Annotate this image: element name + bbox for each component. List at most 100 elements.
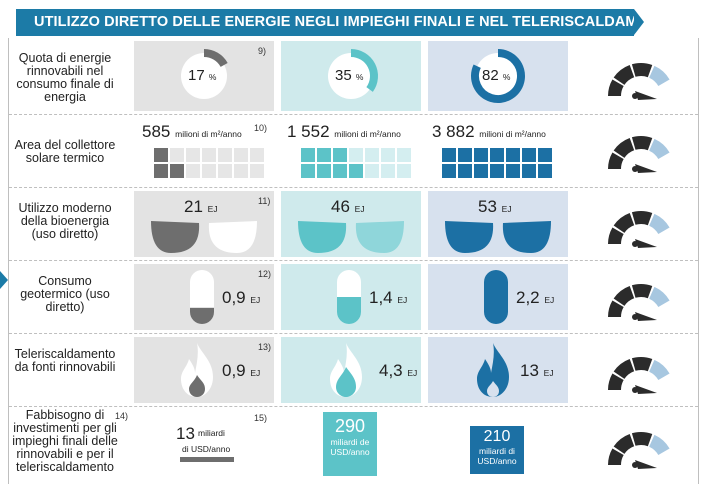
row-divider bbox=[9, 406, 698, 407]
grid-square bbox=[186, 164, 200, 178]
section-title: UTILIZZO DIRETTO DELLE ENERGIE NEGLI IMP… bbox=[34, 14, 679, 30]
cell-planned: 1 552 milioni di m²/anno bbox=[281, 118, 421, 184]
cell-remap: 2,2 EJ bbox=[428, 264, 568, 330]
grid-square bbox=[250, 164, 264, 178]
row-label: Consumo geotermico (uso diretto) bbox=[20, 274, 110, 314]
value-text: 3 882 milioni di m²/anno bbox=[432, 122, 546, 141]
grid-square bbox=[458, 164, 472, 178]
value-text: 585 milioni di m²/anno bbox=[142, 122, 242, 141]
cell-remap: 53 EJ bbox=[428, 191, 568, 257]
grid-square bbox=[365, 164, 379, 178]
grid-square bbox=[154, 164, 168, 178]
leaf-icon bbox=[445, 221, 551, 253]
grid-square bbox=[317, 148, 331, 162]
speedometer-icon bbox=[608, 211, 670, 248]
leaf-icon bbox=[298, 221, 404, 253]
row-label: Fabbisogno di investimenti per gli impie… bbox=[12, 408, 118, 474]
grid-square bbox=[506, 148, 520, 162]
section-banner: UTILIZZO DIRETTO DELLE ENERGIE NEGLI IMP… bbox=[16, 9, 678, 36]
grid-square bbox=[234, 164, 248, 178]
grid-square bbox=[522, 164, 536, 178]
grid-square bbox=[365, 148, 379, 162]
flame-icon bbox=[330, 343, 362, 397]
banner-arrow-icon bbox=[634, 9, 644, 35]
row-label: Quota di energie rinnovabili nel consumo… bbox=[16, 51, 114, 104]
row-divider bbox=[9, 114, 698, 115]
footnote-ref: 11) bbox=[258, 196, 271, 206]
grid-square bbox=[234, 148, 248, 162]
infographic-table: Quota di energie rinnovabili nel consumo… bbox=[8, 38, 699, 484]
row-label: Teleriscaldamento da fonti rinnovabili bbox=[14, 347, 116, 374]
row-divider bbox=[9, 187, 698, 188]
cell-planned: 290 miliardi de USD/anno bbox=[281, 410, 421, 480]
speedometer-icon bbox=[608, 357, 670, 394]
row-geothermal: Consumo geotermico (uso diretto) 12) 0,9… bbox=[9, 261, 698, 333]
cell-planned: 4,3 EJ bbox=[281, 337, 421, 403]
row-renewable-share: Quota di energie rinnovabili nel consumo… bbox=[9, 38, 698, 114]
grid-square bbox=[349, 164, 363, 178]
flame-icon bbox=[181, 343, 213, 397]
donut-segment bbox=[350, 49, 378, 92]
value-text: 1,4 EJ bbox=[369, 288, 408, 307]
grid-square bbox=[506, 164, 520, 178]
grid-square bbox=[490, 164, 504, 178]
value-text: 0,9 EJ bbox=[222, 288, 261, 307]
grid-square bbox=[474, 164, 488, 178]
grid-square bbox=[381, 148, 395, 162]
footnote-ref: 13) bbox=[258, 342, 272, 352]
grid-square bbox=[333, 148, 347, 162]
side-pointer-icon bbox=[0, 271, 8, 289]
footnote-ref: 10) bbox=[254, 123, 268, 133]
grid-square bbox=[250, 148, 264, 162]
grid-square bbox=[381, 164, 395, 178]
cell-remap: 210 miliardi di USD/anno bbox=[428, 410, 568, 480]
flame-icon bbox=[477, 343, 509, 397]
footnote-ref: 14) bbox=[115, 411, 129, 421]
speedometer-icon bbox=[608, 136, 670, 173]
value-text: 13 EJ bbox=[520, 361, 554, 380]
cell-planned: 35 % bbox=[281, 41, 421, 111]
row-label: Utilizzo moderno della bioenergia (uso d… bbox=[18, 201, 112, 241]
value-text: 17 % bbox=[188, 67, 217, 84]
grid-square bbox=[154, 148, 168, 162]
grid-square bbox=[349, 148, 363, 162]
grid-square bbox=[202, 148, 216, 162]
grid-square bbox=[202, 164, 216, 178]
cell-current: 12) 0,9 EJ bbox=[134, 264, 274, 330]
grid-square bbox=[522, 148, 536, 162]
grid-square bbox=[397, 148, 411, 162]
cell-current: 13) 0,9 EJ bbox=[134, 337, 274, 403]
cell-remap: 3 882 milioni di m²/anno bbox=[428, 118, 568, 184]
grid-square bbox=[442, 148, 456, 162]
capsule-gauge bbox=[190, 270, 214, 324]
grid-square bbox=[538, 164, 552, 178]
grid-square bbox=[301, 148, 315, 162]
cell-remap: 13 EJ bbox=[428, 337, 568, 403]
row-label: Area del collettore solare termico bbox=[14, 138, 116, 165]
row-divider bbox=[9, 333, 698, 334]
value-text: 0,9 EJ bbox=[222, 361, 261, 380]
investment-bar bbox=[180, 457, 234, 462]
grid-square bbox=[397, 164, 411, 178]
value-text: 82 % bbox=[482, 67, 511, 84]
value-text: 2,2 EJ bbox=[516, 288, 555, 307]
capsule-fill bbox=[190, 307, 214, 324]
capsule-gauge bbox=[337, 270, 361, 324]
row-investment: Fabbisogno di investimenti per gli impie… bbox=[9, 407, 698, 484]
row-district-heating: Teleriscaldamento da fonti rinnovabili 1… bbox=[9, 334, 698, 406]
grid-square bbox=[170, 164, 184, 178]
grid-square bbox=[301, 164, 315, 178]
cell-current: 11) 21 EJ bbox=[134, 191, 274, 257]
square-grid bbox=[301, 148, 411, 178]
unit-text: miliardi bbox=[198, 428, 225, 438]
donut-chart bbox=[328, 49, 378, 99]
grid-square bbox=[442, 164, 456, 178]
donut-chart bbox=[471, 49, 525, 103]
cell-planned: 46 EJ bbox=[281, 191, 421, 257]
grid-square bbox=[186, 148, 200, 162]
donut-segment bbox=[203, 49, 228, 68]
value-text: 46 EJ bbox=[331, 197, 365, 216]
grid-square bbox=[458, 148, 472, 162]
investment-bar: 210 miliardi di USD/anno bbox=[470, 426, 524, 474]
grid-square bbox=[170, 148, 184, 162]
